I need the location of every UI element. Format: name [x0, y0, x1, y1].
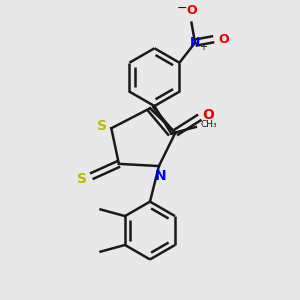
Text: O: O [218, 33, 229, 46]
Text: −: − [176, 2, 187, 15]
Text: O: O [186, 4, 197, 17]
Text: S: S [77, 172, 87, 185]
Text: CH₃: CH₃ [200, 120, 217, 129]
Text: O: O [202, 108, 214, 122]
Text: +: + [199, 42, 207, 52]
Text: N: N [190, 36, 200, 49]
Text: N: N [155, 169, 167, 183]
Text: S: S [97, 119, 106, 133]
